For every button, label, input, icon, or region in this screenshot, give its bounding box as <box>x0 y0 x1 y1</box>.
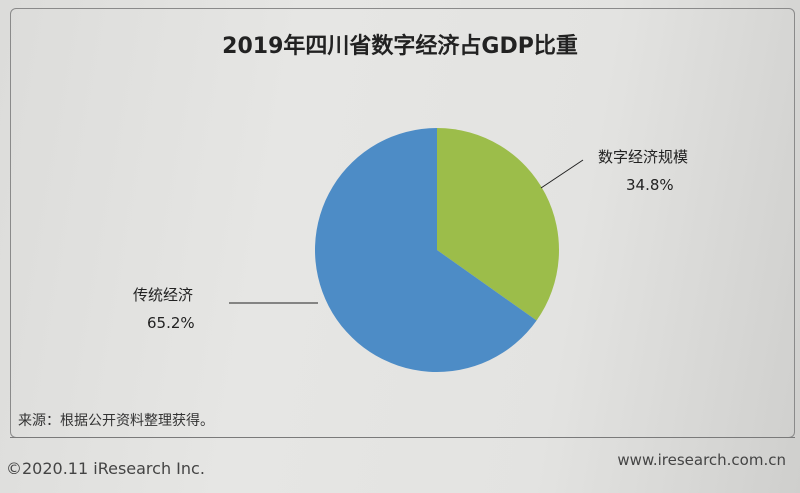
slice-value-2: 65.2% <box>147 314 195 332</box>
slice-label-2: 传统经济 <box>133 286 193 304</box>
slice-value-1: 34.8% <box>626 176 674 194</box>
source-note: 来源：根据公开资料整理获得。 <box>18 413 214 429</box>
slice-label-1: 数字经济规模 <box>598 148 688 166</box>
pie-slice-1 <box>437 128 559 321</box>
copyright-text: ©2020.11 iResearch Inc. <box>6 459 205 478</box>
divider <box>10 437 795 438</box>
website-link[interactable]: www.iresearch.com.cn <box>617 451 786 469</box>
leader-line-1 <box>540 159 584 189</box>
chart-title: 2019年四川省数字经济占GDP比重 <box>222 34 578 59</box>
pie-slice-2 <box>314 128 537 372</box>
